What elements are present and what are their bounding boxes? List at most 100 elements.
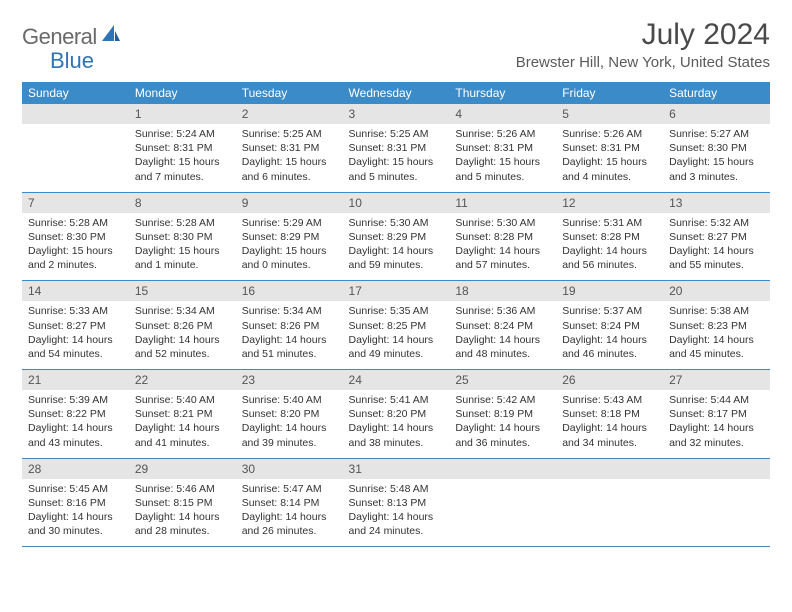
- cell-body: Sunrise: 5:30 AMSunset: 8:28 PMDaylight:…: [449, 213, 556, 281]
- cell-body: Sunrise: 5:29 AMSunset: 8:29 PMDaylight:…: [236, 213, 343, 281]
- cell-body: Sunrise: 5:30 AMSunset: 8:29 PMDaylight:…: [343, 213, 450, 281]
- day-number: [449, 459, 556, 479]
- sunrise-text: Sunrise: 5:30 AM: [455, 216, 550, 230]
- day-number: 3: [343, 104, 450, 124]
- calendar-cell: [22, 104, 129, 192]
- logo-text-part2: Blue: [50, 48, 94, 74]
- weekday-header: Friday: [556, 82, 663, 104]
- daylight-text: Daylight: 14 hours and 51 minutes.: [242, 333, 337, 361]
- month-title: July 2024: [516, 18, 770, 52]
- calendar-cell: 17Sunrise: 5:35 AMSunset: 8:25 PMDayligh…: [343, 281, 450, 370]
- sunset-text: Sunset: 8:20 PM: [242, 407, 337, 421]
- calendar-cell: [663, 458, 770, 547]
- day-number: 22: [129, 370, 236, 390]
- calendar-cell: 14Sunrise: 5:33 AMSunset: 8:27 PMDayligh…: [22, 281, 129, 370]
- sunset-text: Sunset: 8:28 PM: [455, 230, 550, 244]
- day-number: 29: [129, 459, 236, 479]
- sunset-text: Sunset: 8:23 PM: [669, 319, 764, 333]
- day-number: 27: [663, 370, 770, 390]
- sunrise-text: Sunrise: 5:43 AM: [562, 393, 657, 407]
- calendar-cell: 24Sunrise: 5:41 AMSunset: 8:20 PMDayligh…: [343, 370, 450, 459]
- calendar-cell: 2Sunrise: 5:25 AMSunset: 8:31 PMDaylight…: [236, 104, 343, 192]
- day-number: 19: [556, 281, 663, 301]
- calendar-week-row: 14Sunrise: 5:33 AMSunset: 8:27 PMDayligh…: [22, 281, 770, 370]
- cell-body: Sunrise: 5:35 AMSunset: 8:25 PMDaylight:…: [343, 301, 450, 369]
- daylight-text: Daylight: 14 hours and 39 minutes.: [242, 421, 337, 449]
- calendar-week-row: 7 Sunrise: 5:28 AMSunset: 8:30 PM Daylight…: [22, 192, 770, 281]
- day-number: [556, 459, 663, 479]
- cell-body: Sunrise: 5:25 AMSunset: 8:31 PMDaylight:…: [236, 124, 343, 192]
- sunset-text: Sunset: 8:27 PM: [669, 230, 764, 244]
- calendar-cell: 18Sunrise: 5:36 AMSunset: 8:24 PMDayligh…: [449, 281, 556, 370]
- cell-body: Sunrise: 5:31 AMSunset: 8:28 PMDaylight:…: [556, 213, 663, 281]
- day-number: 7: [22, 193, 129, 213]
- daylight-text: Daylight: 15 hours and 6 minutes.: [242, 155, 337, 183]
- sunrise-text: Sunrise: 5:24 AM: [135, 127, 230, 141]
- calendar-cell: 27Sunrise: 5:44 AMSunset: 8:17 PMDayligh…: [663, 370, 770, 459]
- sunset-text: Sunset: 8:16 PM: [28, 496, 123, 510]
- daylight-text: Daylight: 14 hours and 46 minutes.: [562, 333, 657, 361]
- daylight-text: Daylight: 15 hours and 0 minutes.: [242, 244, 337, 272]
- calendar-cell: 5Sunrise: 5:26 AMSunset: 8:31 PMDaylight…: [556, 104, 663, 192]
- cell-body: Sunrise: 5:44 AMSunset: 8:17 PMDaylight:…: [663, 390, 770, 458]
- daylight-text: Daylight: 15 hours and 5 minutes.: [349, 155, 444, 183]
- day-number: 14: [22, 281, 129, 301]
- cell-body: Sunrise: 5:47 AMSunset: 8:14 PMDaylight:…: [236, 479, 343, 547]
- cell-body: Sunrise: 5:37 AMSunset: 8:24 PMDaylight:…: [556, 301, 663, 369]
- sunrise-text: Sunrise: 5:36 AM: [455, 304, 550, 318]
- sunrise-text: Sunrise: 5:28 AM: [135, 216, 230, 230]
- sunset-text: Sunset: 8:19 PM: [455, 407, 550, 421]
- day-number: 1: [129, 104, 236, 124]
- sunrise-text: Sunrise: 5:40 AM: [242, 393, 337, 407]
- cell-body: Sunrise: 5:48 AMSunset: 8:13 PMDaylight:…: [343, 479, 450, 547]
- sunrise-text: Sunrise: 5:47 AM: [242, 482, 337, 496]
- sunrise-text: Sunrise: 5:30 AM: [349, 216, 444, 230]
- sunset-text: Sunset: 8:21 PM: [135, 407, 230, 421]
- sunset-text: Sunset: 8:24 PM: [455, 319, 550, 333]
- sunset-text: Sunset: 8:18 PM: [562, 407, 657, 421]
- daylight-text: Daylight: 14 hours and 49 minutes.: [349, 333, 444, 361]
- calendar-cell: [449, 458, 556, 547]
- cell-body: Sunrise: 5:24 AMSunset: 8:31 PMDaylight:…: [129, 124, 236, 192]
- sunset-text: Sunset: 8:15 PM: [135, 496, 230, 510]
- daylight-text: Daylight: 14 hours and 41 minutes.: [135, 421, 230, 449]
- daylight-text: Daylight: 14 hours and 28 minutes.: [135, 510, 230, 538]
- day-number: 4: [449, 104, 556, 124]
- title-block: July 2024 Brewster Hill, New York, Unite…: [516, 18, 770, 71]
- calendar-cell: 16Sunrise: 5:34 AMSunset: 8:26 PMDayligh…: [236, 281, 343, 370]
- cell-body: Sunrise: 5:42 AMSunset: 8:19 PMDaylight:…: [449, 390, 556, 458]
- daylight-text: Daylight: 14 hours and 38 minutes.: [349, 421, 444, 449]
- sunrise-text: Sunrise: 5:34 AM: [242, 304, 337, 318]
- cell-body: [22, 124, 129, 186]
- daylight-text: Daylight: 14 hours and 48 minutes.: [455, 333, 550, 361]
- calendar-cell: 10Sunrise: 5:30 AMSunset: 8:29 PMDayligh…: [343, 192, 450, 281]
- day-number: 16: [236, 281, 343, 301]
- sunrise-text: Sunrise: 5:35 AM: [349, 304, 444, 318]
- daylight-text: Daylight: 15 hours and 2 minutes.: [28, 244, 123, 272]
- calendar-cell: 12Sunrise: 5:31 AMSunset: 8:28 PMDayligh…: [556, 192, 663, 281]
- daylight-text: Daylight: 15 hours and 3 minutes.: [669, 155, 764, 183]
- day-number: 21: [22, 370, 129, 390]
- day-number: [22, 104, 129, 124]
- sunset-text: Sunset: 8:29 PM: [349, 230, 444, 244]
- sunrise-text: Sunrise: 5:34 AM: [135, 304, 230, 318]
- sunset-text: Sunset: 8:30 PM: [135, 230, 230, 244]
- sunset-text: Sunset: 8:28 PM: [562, 230, 657, 244]
- day-number: 13: [663, 193, 770, 213]
- header: General Blue July 2024 Brewster Hill, Ne…: [22, 18, 770, 74]
- sunset-text: Sunset: 8:14 PM: [242, 496, 337, 510]
- calendar-cell: 30Sunrise: 5:47 AMSunset: 8:14 PMDayligh…: [236, 458, 343, 547]
- sunrise-text: Sunrise: 5:44 AM: [669, 393, 764, 407]
- day-number: 24: [343, 370, 450, 390]
- calendar-cell: 13Sunrise: 5:32 AMSunset: 8:27 PMDayligh…: [663, 192, 770, 281]
- calendar-table: Sunday Monday Tuesday Wednesday Thursday…: [22, 82, 770, 547]
- calendar-cell: 26Sunrise: 5:43 AMSunset: 8:18 PMDayligh…: [556, 370, 663, 459]
- weekday-header: Saturday: [663, 82, 770, 104]
- cell-body: Sunrise: 5:43 AMSunset: 8:18 PMDaylight:…: [556, 390, 663, 458]
- day-number: 23: [236, 370, 343, 390]
- sunrise-text: Sunrise: 5:26 AM: [455, 127, 550, 141]
- sunrise-text: Sunrise: 5:25 AM: [242, 127, 337, 141]
- cell-body: Sunrise: 5:25 AMSunset: 8:31 PMDaylight:…: [343, 124, 450, 192]
- sunset-text: Sunset: 8:20 PM: [349, 407, 444, 421]
- calendar-cell: 19Sunrise: 5:37 AMSunset: 8:24 PMDayligh…: [556, 281, 663, 370]
